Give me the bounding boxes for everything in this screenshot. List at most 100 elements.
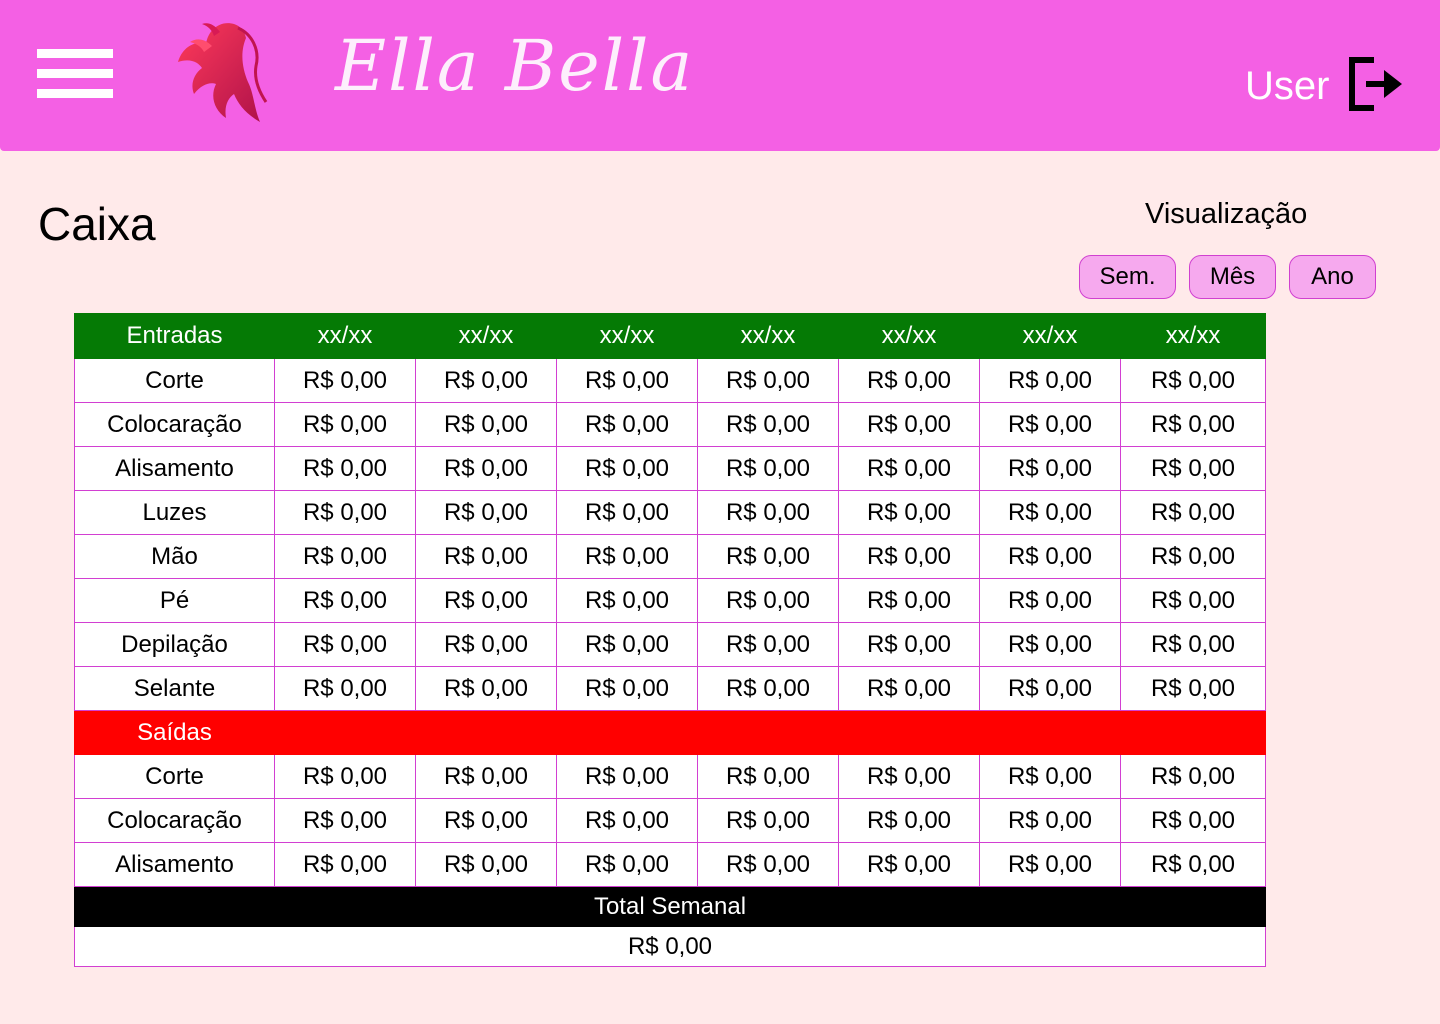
value-cell: R$ 0,00: [556, 842, 698, 887]
table-row: Mão R$ 0,00 R$ 0,00 R$ 0,00 R$ 0,00 R$ 0,00 R$…: [74, 534, 1266, 579]
value-cell: R$ 0,00: [556, 578, 698, 623]
row-label: Alisamento: [74, 446, 275, 491]
total-header-row: Total Semanal: [74, 886, 1266, 927]
entradas-header-row: Entradas xx/xx xx/xx xx/xx xx/xx xx/xx xx/xx xx…: [74, 313, 1266, 359]
value-cell: R$ 0,00: [274, 490, 416, 535]
saidas-header-row: Saídas: [74, 710, 1266, 755]
value-cell: R$ 0,00: [274, 798, 416, 843]
value-cell: R$ 0,00: [979, 666, 1121, 711]
date-header: xx/xx: [274, 313, 416, 359]
value-cell: R$ 0,00: [697, 578, 839, 623]
value-cell: R$ 0,00: [838, 666, 980, 711]
value-cell: R$ 0,00: [697, 446, 839, 491]
value-cell: R$ 0,00: [979, 446, 1121, 491]
view-year-button[interactable]: Ano: [1289, 255, 1376, 299]
value-cell: R$ 0,00: [274, 358, 416, 403]
value-cell: R$ 0,00: [556, 754, 698, 799]
table-row: Alisamento R$ 0,00 R$ 0,00 R$ 0,00 R$ 0,00 R$…: [74, 842, 1266, 887]
value-cell: R$ 0,00: [1120, 534, 1266, 579]
total-value: R$ 0,00: [74, 926, 1266, 967]
value-cell: R$ 0,00: [415, 402, 557, 447]
value-cell: R$ 0,00: [697, 358, 839, 403]
value-cell: R$ 0,00: [979, 402, 1121, 447]
date-header: xx/xx: [556, 313, 698, 359]
value-cell: R$ 0,00: [979, 754, 1121, 799]
value-cell: R$ 0,00: [697, 666, 839, 711]
value-cell: R$ 0,00: [556, 534, 698, 579]
value-cell: R$ 0,00: [556, 666, 698, 711]
row-label: Luzes: [74, 490, 275, 535]
value-cell: R$ 0,00: [415, 622, 557, 667]
value-cell: R$ 0,00: [838, 446, 980, 491]
value-cell: R$ 0,00: [1120, 798, 1266, 843]
value-cell: R$ 0,00: [1120, 754, 1266, 799]
value-cell: R$ 0,00: [697, 754, 839, 799]
row-label: Colocaração: [74, 798, 275, 843]
entradas-header: Entradas: [74, 313, 275, 359]
value-cell: R$ 0,00: [415, 798, 557, 843]
logout-icon[interactable]: [1348, 56, 1404, 112]
top-bar: Ella Bella User: [0, 0, 1440, 151]
value-cell: R$ 0,00: [415, 666, 557, 711]
value-cell: R$ 0,00: [838, 842, 980, 887]
value-cell: R$ 0,00: [415, 754, 557, 799]
value-cell: R$ 0,00: [838, 798, 980, 843]
value-cell: R$ 0,00: [1120, 490, 1266, 535]
value-cell: R$ 0,00: [415, 534, 557, 579]
value-cell: R$ 0,00: [1120, 666, 1266, 711]
value-cell: R$ 0,00: [1120, 578, 1266, 623]
value-cell: R$ 0,00: [697, 842, 839, 887]
value-cell: R$ 0,00: [415, 446, 557, 491]
value-cell: R$ 0,00: [979, 490, 1121, 535]
table-row: Depilação R$ 0,00 R$ 0,00 R$ 0,00 R$ 0,00 R$ …: [74, 622, 1266, 667]
date-header: xx/xx: [415, 313, 557, 359]
value-cell: R$ 0,00: [979, 578, 1121, 623]
value-cell: R$ 0,00: [838, 534, 980, 579]
date-header: xx/xx: [838, 313, 980, 359]
value-cell: R$ 0,00: [415, 842, 557, 887]
value-cell: R$ 0,00: [415, 490, 557, 535]
date-header: xx/xx: [979, 313, 1121, 359]
value-cell: R$ 0,00: [838, 622, 980, 667]
table-row: Corte R$ 0,00 R$ 0,00 R$ 0,00 R$ 0,00 R$ 0,00…: [74, 754, 1266, 799]
hamburger-menu-icon[interactable]: [37, 49, 113, 99]
value-cell: R$ 0,00: [697, 402, 839, 447]
value-cell: R$ 0,00: [274, 622, 416, 667]
table-row: Selante R$ 0,00 R$ 0,00 R$ 0,00 R$ 0,00 R$ 0,…: [74, 666, 1266, 711]
value-cell: R$ 0,00: [415, 358, 557, 403]
value-cell: R$ 0,00: [697, 798, 839, 843]
value-cell: R$ 0,00: [274, 842, 416, 887]
row-label: Mão: [74, 534, 275, 579]
table-row: Luzes R$ 0,00 R$ 0,00 R$ 0,00 R$ 0,00 R$ 0,00…: [74, 490, 1266, 535]
table-row: Corte R$ 0,00 R$ 0,00 R$ 0,00 R$ 0,00 R$ 0,00…: [74, 358, 1266, 403]
table-row: Pé R$ 0,00 R$ 0,00 R$ 0,00 R$ 0,00 R$ 0,00 R$ …: [74, 578, 1266, 623]
value-cell: R$ 0,00: [1120, 402, 1266, 447]
cash-table: Entradas xx/xx xx/xx xx/xx xx/xx xx/xx xx/xx xx…: [74, 313, 1266, 967]
table-row: Colocaração R$ 0,00 R$ 0,00 R$ 0,00 R$ 0,00 R…: [74, 402, 1266, 447]
value-cell: R$ 0,00: [979, 358, 1121, 403]
value-cell: R$ 0,00: [556, 490, 698, 535]
brand-name: Ella Bella: [335, 25, 695, 107]
user-label[interactable]: User: [1245, 64, 1330, 108]
value-cell: R$ 0,00: [274, 402, 416, 447]
view-week-button[interactable]: Sem.: [1079, 255, 1176, 299]
value-cell: R$ 0,00: [556, 402, 698, 447]
value-cell: R$ 0,00: [556, 798, 698, 843]
value-cell: R$ 0,00: [556, 622, 698, 667]
saidas-header: Saídas: [74, 710, 275, 755]
value-cell: R$ 0,00: [1120, 842, 1266, 887]
value-cell: R$ 0,00: [556, 446, 698, 491]
row-label: Depilação: [74, 622, 275, 667]
value-cell: R$ 0,00: [838, 402, 980, 447]
value-cell: R$ 0,00: [838, 490, 980, 535]
value-cell: R$ 0,00: [697, 622, 839, 667]
value-cell: R$ 0,00: [556, 358, 698, 403]
row-label: Corte: [74, 358, 275, 403]
value-cell: R$ 0,00: [838, 358, 980, 403]
view-month-button[interactable]: Mês: [1189, 255, 1276, 299]
total-label: Total Semanal: [74, 886, 1266, 927]
page-title: Caixa: [38, 198, 156, 250]
value-cell: R$ 0,00: [274, 446, 416, 491]
value-cell: R$ 0,00: [274, 666, 416, 711]
table-row: Alisamento R$ 0,00 R$ 0,00 R$ 0,00 R$ 0,00 R$…: [74, 446, 1266, 491]
